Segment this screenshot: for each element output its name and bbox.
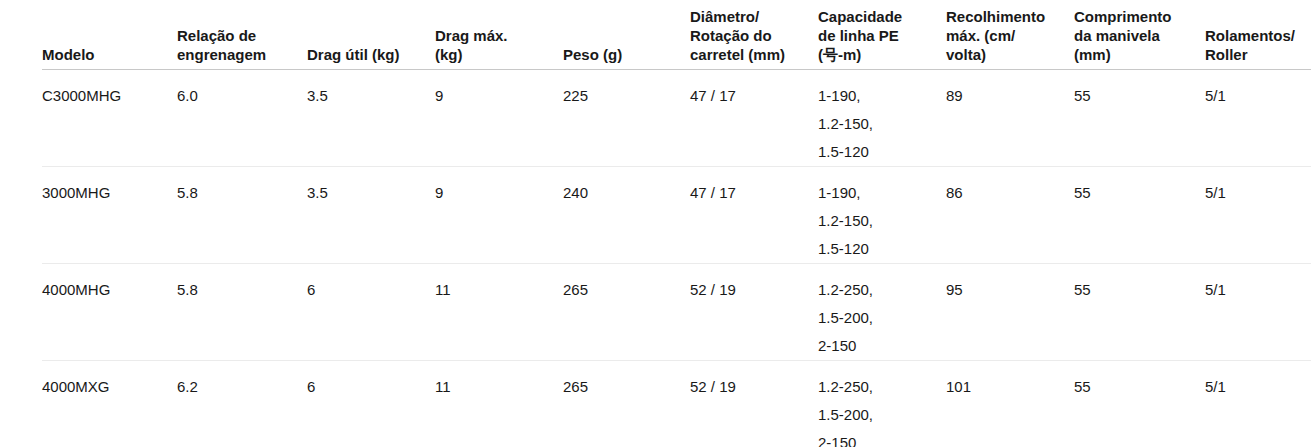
cell-capacidade-pe: 1.2-250, 1.5-200, 2-150 [818, 361, 946, 447]
column-header-diametro-rotacao: Diâmetro/ Rotação do carretel (mm) [690, 0, 818, 70]
cell-diametro-rotacao: 47 / 17 [690, 70, 818, 167]
cell-rolamentos: 5/1 [1205, 70, 1311, 167]
cell-recolhimento: 101 [946, 361, 1074, 447]
cell-gear-ratio: 6.0 [177, 70, 307, 167]
cell-comprimento-manivela: 55 [1074, 70, 1205, 167]
cell-drag-util: 6 [307, 264, 435, 361]
cell-model: C3000MHG [42, 70, 177, 167]
cell-drag-max: 9 [435, 70, 563, 167]
cell-gear-ratio: 5.8 [177, 167, 307, 264]
cell-peso: 225 [563, 70, 690, 167]
column-header-rolamentos: Rolamentos/ Roller [1205, 0, 1311, 70]
cell-comprimento-manivela: 55 [1074, 167, 1205, 264]
table-row-3000mhg: 3000MHG 5.8 3.5 9 240 47 / 17 1-190, 1.2… [42, 167, 1311, 264]
cell-capacidade-pe: 1-190, 1.2-150, 1.5-120 [818, 167, 946, 264]
cell-model: 4000MHG [42, 264, 177, 361]
cell-capacidade-pe: 1.2-250, 1.5-200, 2-150 [818, 264, 946, 361]
cell-drag-util: 6 [307, 361, 435, 447]
cell-diametro-rotacao: 52 / 19 [690, 264, 818, 361]
cell-drag-util: 3.5 [307, 70, 435, 167]
column-header-peso: Peso (g) [563, 0, 690, 70]
column-header-comprimento-manivela: Comprimento da manivela (mm) [1074, 0, 1205, 70]
header-row: Modelo Relação de engrenagem Drag útil (… [42, 0, 1311, 70]
table-row-4000mhg: 4000MHG 5.8 6 11 265 52 / 19 1.2-250, 1.… [42, 264, 1311, 361]
column-header-drag-util: Drag útil (kg) [307, 0, 435, 70]
cell-model: 3000MHG [42, 167, 177, 264]
cell-diametro-rotacao: 52 / 19 [690, 361, 818, 447]
column-header-recolhimento: Recolhimento máx. (cm/ volta) [946, 0, 1074, 70]
cell-peso: 240 [563, 167, 690, 264]
cell-recolhimento: 95 [946, 264, 1074, 361]
column-header-capacidade-pe: Capacidade de linha PE (号-m) [818, 0, 946, 70]
cell-peso: 265 [563, 264, 690, 361]
cell-gear-ratio: 5.8 [177, 264, 307, 361]
cell-rolamentos: 5/1 [1205, 361, 1311, 447]
cell-drag-util: 3.5 [307, 167, 435, 264]
column-header-gear-ratio: Relação de engrenagem [177, 0, 307, 70]
column-header-modelo: Modelo [42, 0, 177, 70]
reel-specs-table: Modelo Relação de engrenagem Drag útil (… [42, 0, 1311, 447]
cell-drag-max: 11 [435, 264, 563, 361]
column-header-drag-max: Drag máx. (kg) [435, 0, 563, 70]
table-row-c3000mhg: C3000MHG 6.0 3.5 9 225 47 / 17 1-190, 1.… [42, 70, 1311, 167]
table-row-4000mxg: 4000MXG 6.2 6 11 265 52 / 19 1.2-250, 1.… [42, 361, 1311, 447]
cell-rolamentos: 5/1 [1205, 167, 1311, 264]
cell-gear-ratio: 6.2 [177, 361, 307, 447]
cell-comprimento-manivela: 55 [1074, 361, 1205, 447]
cell-comprimento-manivela: 55 [1074, 264, 1205, 361]
cell-capacidade-pe: 1-190, 1.2-150, 1.5-120 [818, 70, 946, 167]
cell-diametro-rotacao: 47 / 17 [690, 167, 818, 264]
cell-peso: 265 [563, 361, 690, 447]
cell-recolhimento: 86 [946, 167, 1074, 264]
cell-drag-max: 9 [435, 167, 563, 264]
cell-recolhimento: 89 [946, 70, 1074, 167]
cell-model: 4000MXG [42, 361, 177, 447]
cell-drag-max: 11 [435, 361, 563, 447]
cell-rolamentos: 5/1 [1205, 264, 1311, 361]
